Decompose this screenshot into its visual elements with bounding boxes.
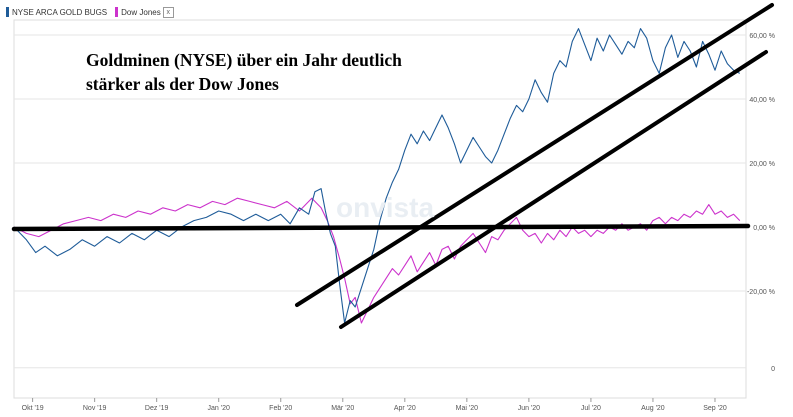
series-line-gold-bugs bbox=[13, 28, 741, 324]
annotation-line-1: Goldminen (NYSE) über ein Jahr deutlich bbox=[86, 50, 402, 70]
x-tick-label: Okt '19 bbox=[22, 405, 44, 412]
annotation-line-upper-channel bbox=[295, 3, 774, 307]
x-tick-label: Feb '20 bbox=[269, 405, 292, 412]
x-tick-label: Jun '20 bbox=[518, 405, 540, 412]
legend-swatch-gold-bugs bbox=[6, 7, 9, 17]
x-tick-label: Apr '20 bbox=[394, 405, 416, 412]
x-tick-label: Sep '20 bbox=[703, 405, 727, 412]
legend-swatch-dow-jones bbox=[115, 7, 119, 17]
x-tick-label: Dez '19 bbox=[145, 405, 169, 412]
annotation-line-baseline bbox=[11, 223, 751, 232]
annotation-line-lower-channel bbox=[339, 50, 768, 329]
legend-label-dow-jones: Dow Jones bbox=[121, 7, 161, 17]
plot-frame bbox=[13, 19, 747, 399]
y-tick-label: -20,00 % bbox=[747, 289, 775, 296]
x-tick-label: Aug '20 bbox=[641, 405, 665, 412]
x-tick-label: Jan '20 bbox=[208, 405, 230, 412]
y-tick-label: 60,00 % bbox=[749, 33, 775, 40]
chart-annotation: Goldminen (NYSE) über ein Jahr deutlich … bbox=[86, 48, 402, 96]
legend-item-gold-bugs[interactable]: NYSE ARCA GOLD BUGS bbox=[6, 7, 107, 17]
y-tick-label: 20,00 % bbox=[749, 161, 775, 168]
x-tick-label: Mai '20 bbox=[456, 405, 478, 412]
legend-label-gold-bugs: NYSE ARCA GOLD BUGS bbox=[12, 7, 108, 17]
annotation-line-2: stärker als der Dow Jones bbox=[86, 74, 279, 94]
x-tick-label: Nov '19 bbox=[83, 405, 107, 412]
y-tick-label: 0,00 % bbox=[753, 225, 775, 232]
x-tick-label: Mär '20 bbox=[331, 405, 354, 412]
close-icon[interactable]: x bbox=[162, 6, 174, 18]
chart-legend: NYSE ARCA GOLD BUGS Dow Jones x bbox=[6, 5, 182, 19]
legend-item-dow-jones[interactable]: Dow Jones x bbox=[115, 6, 174, 18]
x-tick-label: Jul '20 bbox=[581, 405, 601, 412]
y-tick-label: 0 bbox=[771, 366, 775, 373]
y-tick-label: 40,00 % bbox=[749, 97, 775, 104]
watermark-logo: onvista bbox=[336, 192, 435, 223]
